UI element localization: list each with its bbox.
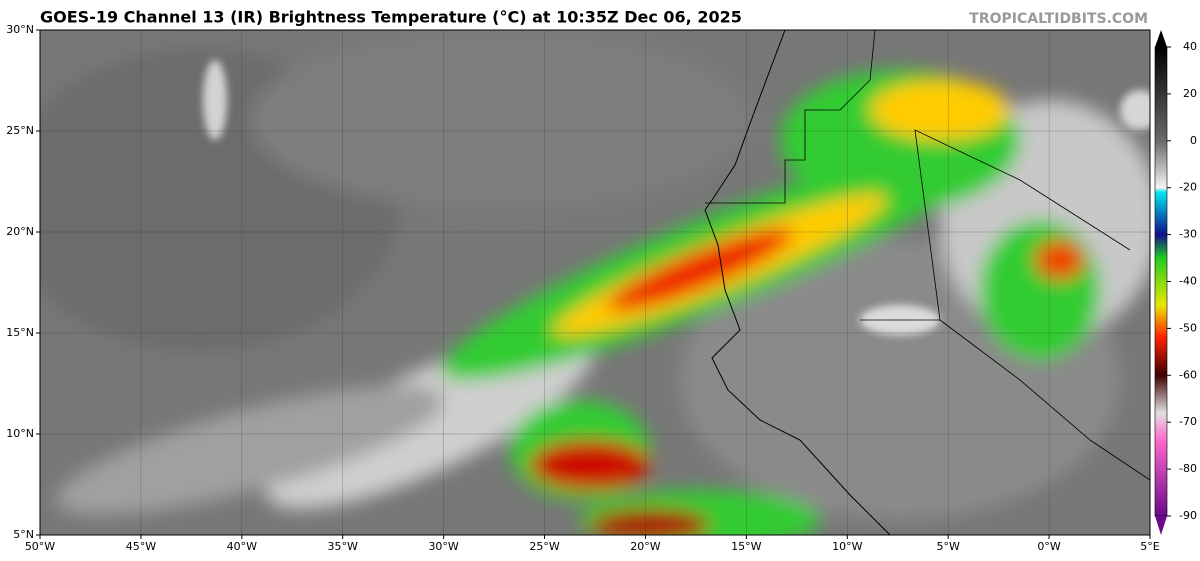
source-label: TROPICALTIDBITS.COM (969, 11, 1148, 27)
lon-tick-label: 40°W (227, 540, 257, 553)
lon-tick-label: 0°W (1037, 540, 1060, 553)
lon-tick-label: 10°W (832, 540, 862, 553)
colorbar-tick-label: 40 (1183, 40, 1197, 53)
map-title: GOES-19 Channel 13 (IR) Brightness Tempe… (40, 8, 742, 27)
lon-tick-label: 25°W (529, 540, 559, 553)
satellite-image (40, 30, 1150, 535)
colorbar-tick-label: -50 (1179, 321, 1197, 334)
lon-tick-label: 20°W (630, 540, 660, 553)
lat-tick-label: 15°N (6, 326, 34, 339)
colorbar (1154, 30, 1168, 535)
colorbar-tick-label: -20 (1179, 181, 1197, 194)
colorbar-tick-label: -90 (1179, 509, 1197, 522)
colorbar-tick-label: -60 (1179, 368, 1197, 381)
lon-tick-label: 45°W (126, 540, 156, 553)
lat-tick-label: 30°N (6, 23, 34, 36)
colorbar-top (1155, 30, 1167, 47)
lon-tick-label: 50°W (25, 540, 55, 553)
colorbar-body (1154, 46, 1168, 517)
colorbar-tick-label: -70 (1179, 415, 1197, 428)
lon-tick-label: 35°W (328, 540, 358, 553)
lat-tick-label: 5°N (13, 528, 34, 541)
lat-tick-label: 25°N (6, 124, 34, 137)
lat-tick-label: 10°N (6, 427, 34, 440)
lon-tick-label: 5°E (1140, 540, 1159, 553)
map-frame (39, 29, 1151, 536)
colorbar-tick-label: 0 (1190, 134, 1197, 147)
lon-tick-label: 5°W (936, 540, 959, 553)
lat-tick-label: 20°N (6, 225, 34, 238)
lon-tick-label: 30°W (428, 540, 458, 553)
lon-tick-label: 15°W (731, 540, 761, 553)
colorbar-tick-label: 20 (1183, 87, 1197, 100)
colorbar-tick-label: -40 (1179, 275, 1197, 288)
colorbar-tick-label: -80 (1179, 462, 1197, 475)
colorbar-tick-label: -30 (1179, 228, 1197, 241)
colorbar-bottom (1155, 516, 1167, 535)
